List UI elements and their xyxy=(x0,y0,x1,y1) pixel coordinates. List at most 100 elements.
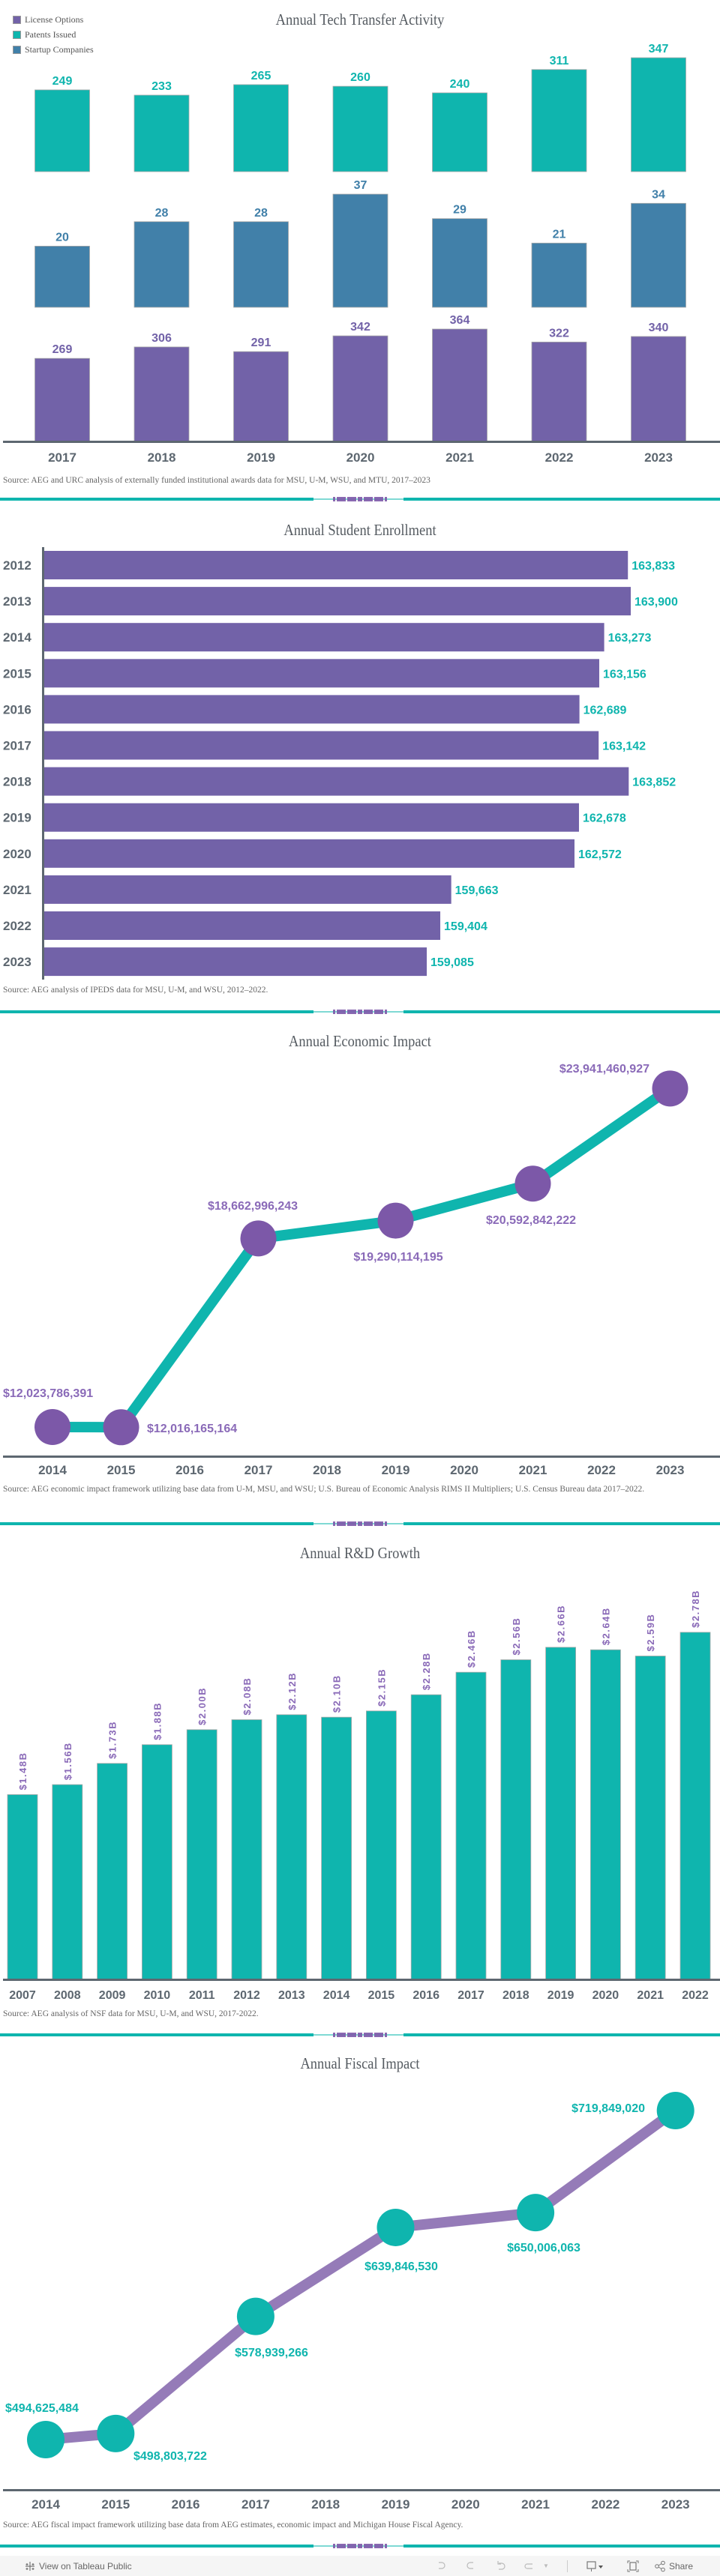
section-divider-ornament xyxy=(358,2544,362,2548)
chart-title-economic-impact: Annual Economic Impact xyxy=(289,1032,431,1050)
device-layout-button[interactable] xyxy=(586,2560,604,2572)
fiscal-impact-point xyxy=(97,2414,135,2452)
data-label: 163,833 xyxy=(632,560,675,573)
fiscal-impact-point xyxy=(27,2420,64,2458)
bar-startup-companies xyxy=(531,242,587,308)
revert-button[interactable] xyxy=(495,2560,507,2572)
source-note-enrollment: Source: AEG analysis of IPEDS data for M… xyxy=(3,986,268,995)
x-axis-tick-label: 2010 xyxy=(144,1989,171,2002)
data-label: 249 xyxy=(52,75,73,88)
data-label: 163,900 xyxy=(634,596,678,609)
x-axis-tick-label: 2016 xyxy=(172,2497,200,2512)
bar-patents-issued xyxy=(134,94,190,172)
view-on-tableau-link[interactable]: View on Tableau Public xyxy=(24,2560,132,2572)
section-divider-ornament xyxy=(364,1010,373,1014)
section-divider-ornament xyxy=(374,1521,383,1526)
bar-license-options xyxy=(134,346,190,442)
device-layout-icon xyxy=(586,2560,604,2572)
source-note-fiscal-impact: Source: AEG fiscal impact framework util… xyxy=(3,2521,464,2530)
economic-impact-point xyxy=(652,1070,688,1107)
data-label: $578,939,266 xyxy=(235,2347,308,2359)
enrollment-bar xyxy=(44,623,604,652)
legend-item-patents-issued[interactable]: Patents Issued xyxy=(13,27,94,42)
refresh-button[interactable] xyxy=(524,2560,536,2572)
chart-title-rd-growth: Annual R&D Growth xyxy=(299,1544,421,1562)
section-divider-ornament xyxy=(364,1521,373,1526)
rd-bar xyxy=(321,1716,352,1980)
data-label: $2.66B xyxy=(556,1605,567,1643)
data-label: $1.48B xyxy=(17,1752,28,1791)
data-label: $2.10B xyxy=(332,1674,343,1713)
fiscal-impact-point xyxy=(656,2092,694,2130)
x-axis-line xyxy=(3,441,720,443)
data-label: 162,572 xyxy=(578,848,622,861)
x-axis-tick-label: 2023 xyxy=(662,2497,690,2512)
data-label: $2.12B xyxy=(286,1672,298,1710)
x-axis-tick-label: 2017 xyxy=(244,1463,273,1477)
x-axis-tick-label: 2012 xyxy=(233,1989,260,2002)
fiscal-impact-line xyxy=(45,2106,679,2445)
data-label: 21 xyxy=(553,228,566,241)
section-divider-ornament xyxy=(333,2033,335,2037)
fiscal-impact-point xyxy=(236,2297,274,2335)
x-axis-tick-label: 2021 xyxy=(637,1989,664,2002)
data-label: 34 xyxy=(652,188,665,201)
undo-button[interactable] xyxy=(435,2560,447,2572)
y-axis-tick-label: 2014 xyxy=(3,630,32,645)
y-axis-tick-label: 2016 xyxy=(3,702,32,717)
legend-swatch xyxy=(13,45,21,54)
data-label: $498,803,722 xyxy=(134,2450,207,2463)
rd-bar xyxy=(141,1744,172,1980)
data-label: 364 xyxy=(450,314,470,327)
x-axis-tick-label: 2011 xyxy=(189,1989,215,2002)
data-label: 269 xyxy=(52,343,73,356)
section-divider-ornament xyxy=(347,2033,356,2037)
section-divider-ornament xyxy=(385,2544,387,2548)
chart-title-enrollment: Annual Student Enrollment xyxy=(284,521,436,539)
bar-patents-issued xyxy=(34,89,90,172)
data-label: $1.73B xyxy=(107,1721,118,1759)
bar-startup-companies xyxy=(34,245,90,308)
x-axis-tick-label: 2019 xyxy=(382,1463,410,1477)
fullscreen-button[interactable] xyxy=(627,2560,639,2572)
data-label: 163,156 xyxy=(603,668,646,681)
section-divider-ornament xyxy=(333,497,335,501)
revert-icon xyxy=(495,2560,507,2572)
dropdown-icon: ▼ xyxy=(543,2563,549,2569)
redo-icon xyxy=(465,2560,477,2572)
x-axis-tick-label: 2023 xyxy=(656,1463,685,1477)
x-axis-tick-label: 2023 xyxy=(644,450,673,465)
section-divider-line xyxy=(0,498,314,501)
enrollment-bar xyxy=(44,839,574,868)
enrollment-bar xyxy=(44,731,599,760)
data-label: $650,006,063 xyxy=(507,2242,580,2254)
view-on-tableau-label: View on Tableau Public xyxy=(39,2560,132,2572)
data-label: 159,663 xyxy=(455,884,499,897)
x-axis-tick-label: 2017 xyxy=(458,1989,484,2002)
data-label: 37 xyxy=(354,179,368,192)
refresh-dropdown[interactable]: ▼ xyxy=(543,2560,549,2572)
data-label: 162,678 xyxy=(583,812,626,825)
section-divider-ornament xyxy=(374,2544,383,2548)
data-label: 28 xyxy=(155,207,169,220)
section-divider-ornament xyxy=(337,2033,346,2037)
section-divider-ornament xyxy=(364,2033,373,2037)
legend-swatch xyxy=(13,30,21,39)
bar-patents-issued xyxy=(531,69,587,172)
data-label: 159,404 xyxy=(444,920,488,933)
share-label: Share xyxy=(669,2560,694,2572)
economic-impact-point xyxy=(514,1165,551,1202)
legend-item-license-options[interactable]: License Options xyxy=(13,12,94,27)
y-axis-tick-label: 2018 xyxy=(3,775,32,789)
x-axis-tick-label: 2019 xyxy=(548,1989,574,2002)
enrollment-bar xyxy=(44,911,441,940)
section-divider-ornament xyxy=(333,1521,335,1526)
data-label: 163,142 xyxy=(602,740,646,753)
share-button[interactable]: Share xyxy=(654,2560,693,2572)
data-label: $19,290,114,195 xyxy=(353,1251,442,1264)
data-label: $639,846,530 xyxy=(364,2260,438,2273)
rd-bar xyxy=(455,1671,487,1980)
redo-button[interactable] xyxy=(465,2560,477,2572)
rd-bar xyxy=(365,1710,397,1980)
legend-item-startup-companies[interactable]: Startup Companies xyxy=(13,42,94,57)
